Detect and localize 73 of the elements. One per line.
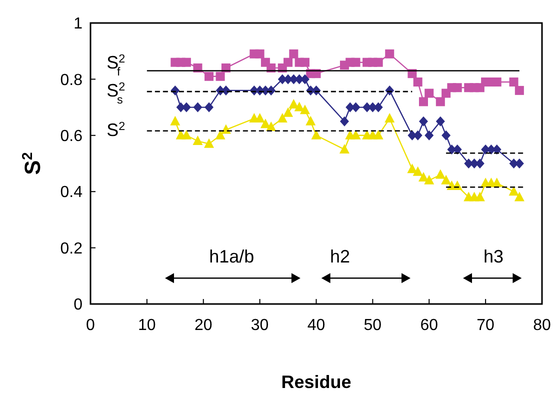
y-tick-label: 1	[74, 16, 83, 33]
point	[514, 86, 524, 95]
point	[436, 116, 445, 126]
y-tick-label: 0.6	[60, 128, 83, 145]
point	[192, 136, 203, 146]
point	[283, 107, 294, 117]
point	[424, 174, 434, 184]
point	[220, 124, 231, 134]
point	[435, 169, 446, 179]
y-tick-label: 0.2	[60, 240, 83, 258]
point	[215, 130, 226, 140]
point	[436, 97, 445, 106]
y-tick-label: 0.8	[60, 72, 83, 89]
annotation: S$^{2}$	[106, 120, 126, 140]
point	[351, 58, 360, 67]
point	[300, 104, 310, 114]
point	[216, 72, 225, 81]
point	[181, 130, 192, 140]
x-tick-label: 60	[420, 317, 438, 334]
point	[374, 58, 383, 67]
x-tick-label: 20	[194, 317, 212, 334]
point	[182, 58, 191, 67]
point	[284, 58, 293, 67]
x-tick-label: 10	[138, 317, 156, 334]
x-tick-label: 30	[250, 317, 269, 334]
point	[300, 58, 310, 67]
point	[418, 116, 428, 126]
point	[373, 130, 384, 140]
point	[255, 49, 264, 58]
point	[424, 130, 434, 140]
point	[474, 192, 485, 202]
point	[204, 72, 214, 81]
point	[294, 102, 304, 112]
point	[277, 113, 288, 123]
point	[306, 116, 316, 126]
point	[289, 49, 298, 58]
point	[384, 113, 395, 123]
annotation: h2	[330, 246, 350, 267]
point	[442, 130, 451, 140]
point	[452, 83, 462, 92]
point	[260, 118, 270, 128]
point	[350, 130, 361, 140]
point	[204, 138, 214, 148]
point	[418, 172, 428, 182]
point	[492, 178, 502, 188]
point	[193, 102, 202, 112]
point	[412, 166, 423, 176]
x-tick-label: 40	[307, 317, 326, 334]
y-tick-label: 0.4	[60, 184, 83, 202]
point	[204, 102, 214, 112]
point	[508, 186, 519, 196]
x-tick-label: 70	[476, 317, 495, 334]
x-tick-label: 80	[533, 317, 551, 334]
point	[339, 144, 350, 154]
annotation: h1a/b	[209, 246, 254, 267]
point	[514, 192, 524, 202]
point	[413, 78, 422, 87]
point	[170, 116, 180, 126]
x-tick-label: 0	[86, 317, 96, 334]
point	[266, 121, 276, 131]
annotation: h3	[483, 246, 504, 267]
point	[407, 164, 418, 174]
point	[509, 78, 518, 87]
x-axis-title: Residue	[281, 372, 352, 392]
point	[418, 97, 428, 106]
point	[385, 49, 394, 58]
point	[424, 88, 434, 98]
y-tick-label: 0	[74, 296, 83, 314]
point	[311, 130, 322, 140]
x-tick-label: 50	[364, 317, 382, 334]
point	[441, 174, 452, 184]
point	[288, 98, 299, 108]
point	[340, 116, 349, 126]
